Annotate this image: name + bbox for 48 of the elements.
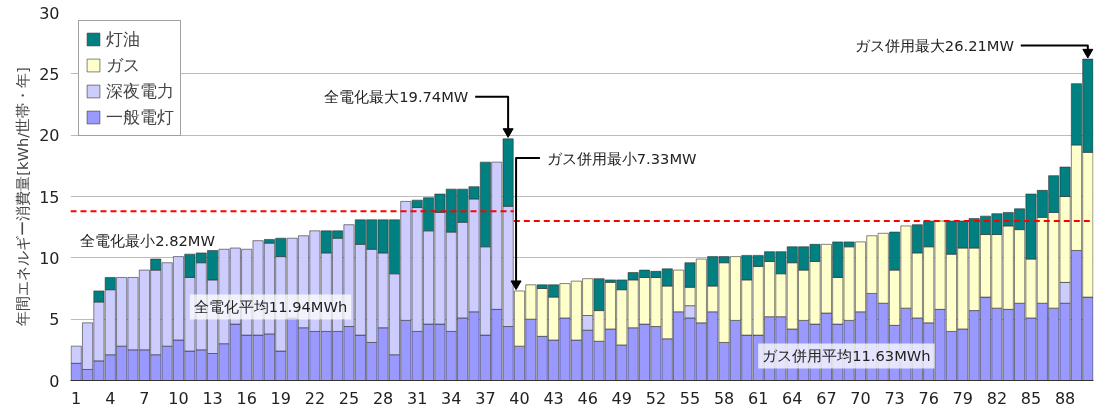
x-tick-label: 4 [105,388,116,408]
x-tick-label: 55 [679,388,701,408]
x-tick-label: 76 [918,388,939,408]
annotation: 全電化平均11.94MWh [193,298,348,316]
annotation: ガス併用平均11.63MWh [762,347,931,365]
x-tick-label: 85 [1020,388,1042,408]
legend-label: 深夜電力 [106,80,174,103]
legend-label: 灯油 [106,28,140,51]
x-tick-label: 79 [952,388,973,408]
x-tick-label: 70 [850,388,871,408]
x-tick-label: 22 [304,388,326,408]
y-tick-label: 30 [39,3,60,23]
x-tick-label: 88 [1054,388,1076,408]
y-axis-title: 年間エネルギー消費量[kWh/世帯・年] [14,67,32,326]
x-tick-label: 34 [441,388,462,408]
x-tick-label: 52 [645,388,667,408]
x-tick-label: 13 [202,388,223,408]
y-tick-label: 25 [39,64,60,84]
y-tick-label: 15 [39,187,60,207]
x-tick-label: 61 [748,388,769,408]
x-tick-label: 73 [884,388,905,408]
y-tick-label: 20 [39,126,60,146]
x-tick-label: 43 [543,388,564,408]
x-tick-label: 64 [782,388,803,408]
x-tick-label: 28 [372,388,394,408]
x-tick-label: 58 [713,388,735,408]
annotation: 全電化最小2.82MW [80,232,216,250]
y-tick-label: 10 [39,248,60,268]
x-tick-label: 49 [611,388,632,408]
y-tick-label: 5 [49,310,60,330]
x-tick-label: 19 [270,388,291,408]
annotation: ガス併用最大26.21MW [854,37,1015,54]
annotation: ガス併用最小7.33MW [546,149,698,167]
y-tick-label: 0 [49,371,60,391]
x-tick-label: 37 [475,388,496,408]
x-tick-label: 67 [816,388,837,408]
x-tick-label: 31 [407,388,428,408]
legend-label: 一般電灯 [106,106,174,129]
x-tick-label: 82 [986,388,1008,408]
x-tick-label: 16 [236,388,257,408]
x-tick-label: 40 [509,388,530,408]
x-tick-label: 7 [139,388,150,408]
x-tick-label: 46 [577,388,598,408]
annotation: 全電化最大19.74MW [324,88,469,106]
x-tick-label: 1 [71,388,82,408]
x-tick-label: 10 [168,388,189,408]
legend-label: ガス [106,54,140,77]
x-tick-label: 25 [338,388,360,408]
